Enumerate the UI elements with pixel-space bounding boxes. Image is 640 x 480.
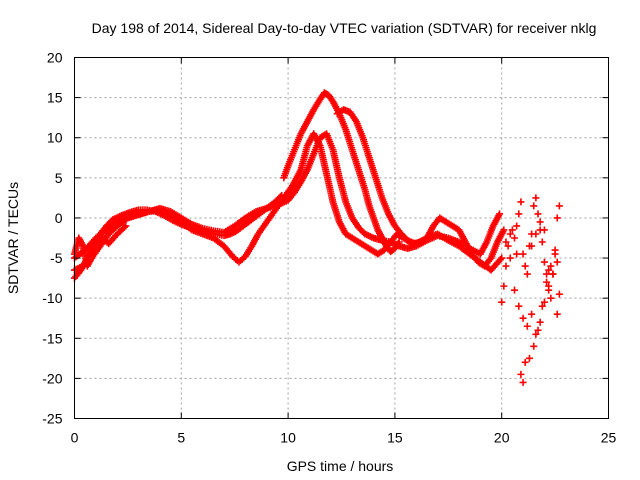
data-point	[515, 210, 523, 218]
data-point	[515, 302, 523, 310]
data-point	[504, 242, 512, 250]
plot-frame	[74, 57, 609, 419]
y-tick-label: 20	[47, 50, 63, 66]
data-point	[519, 250, 527, 258]
data-point	[547, 294, 555, 302]
data-point	[513, 250, 521, 258]
x-tick-label: 25	[601, 430, 617, 446]
y-tick-label: 10	[47, 130, 63, 146]
data-point	[553, 258, 561, 266]
data-point	[536, 218, 544, 226]
data-point	[506, 254, 514, 262]
data-point	[551, 250, 559, 258]
data-point	[519, 378, 527, 386]
data-point	[545, 286, 553, 294]
data-point	[498, 298, 506, 306]
data-point	[536, 318, 544, 326]
data-point	[534, 210, 542, 218]
data-point	[120, 223, 128, 231]
data-point	[502, 238, 510, 246]
data-point	[543, 278, 551, 286]
data-point	[555, 290, 563, 298]
data-point	[517, 198, 525, 206]
data-point	[532, 330, 540, 338]
data-point	[517, 370, 525, 378]
data-point	[523, 322, 531, 330]
data-point	[521, 262, 529, 270]
data-point	[496, 210, 504, 218]
x-axis-label: GPS time / hours	[287, 458, 394, 474]
data-point	[519, 314, 527, 322]
data-point	[500, 226, 508, 234]
data-point	[500, 282, 508, 290]
data-point	[547, 262, 555, 270]
data-point	[525, 354, 533, 362]
data-point	[538, 238, 546, 246]
data-point	[506, 230, 514, 238]
chart-title: Day 198 of 2014, Sidereal Day-to-day VTE…	[92, 20, 597, 36]
data-point	[540, 226, 548, 234]
data-point	[553, 214, 561, 222]
x-tick-label: 20	[494, 430, 510, 446]
data-point	[122, 222, 130, 230]
data-point	[532, 230, 540, 238]
data-point	[543, 270, 551, 278]
data-point	[555, 202, 563, 210]
x-tick-label: 5	[177, 430, 185, 446]
x-tick-label: 15	[387, 430, 403, 446]
data-point	[540, 258, 548, 266]
data-point	[538, 302, 546, 310]
data-point	[534, 326, 542, 334]
y-tick-label: 5	[55, 170, 63, 186]
y-tick-label: 15	[47, 90, 63, 106]
data-point	[528, 242, 536, 250]
y-axis-label: SDTVAR / TECUs	[5, 182, 21, 294]
axis-ticks: 0 5 10 15 20 25 -25 -20 -15 -10 -5 0 5 10 15 20	[42, 50, 616, 446]
y-tick-label: -15	[42, 330, 62, 346]
y-tick-label: 0	[55, 210, 63, 226]
data-point	[521, 358, 529, 366]
data-point	[528, 310, 536, 318]
grid-layer	[74, 57, 609, 419]
y-tick-label: -20	[42, 370, 62, 386]
y-tick-label: -10	[42, 290, 62, 306]
data-point	[496, 256, 504, 264]
data-point	[508, 226, 516, 234]
data-point	[540, 298, 548, 306]
data-point	[511, 286, 519, 294]
data-point	[532, 194, 540, 202]
data-point	[530, 202, 538, 210]
data-point	[498, 254, 506, 262]
data-points	[71, 89, 563, 386]
x-tick-label: 10	[280, 430, 296, 446]
y-tick-label: -25	[42, 411, 62, 427]
data-point	[523, 270, 531, 278]
data-point	[545, 266, 553, 274]
data-point	[549, 270, 557, 278]
data-point	[530, 342, 538, 350]
data-point	[513, 222, 521, 230]
y-tick-label: -5	[50, 250, 63, 266]
data-point	[502, 262, 510, 270]
data-point	[511, 234, 519, 242]
data-point	[553, 310, 561, 318]
x-tick-label: 0	[71, 430, 79, 446]
